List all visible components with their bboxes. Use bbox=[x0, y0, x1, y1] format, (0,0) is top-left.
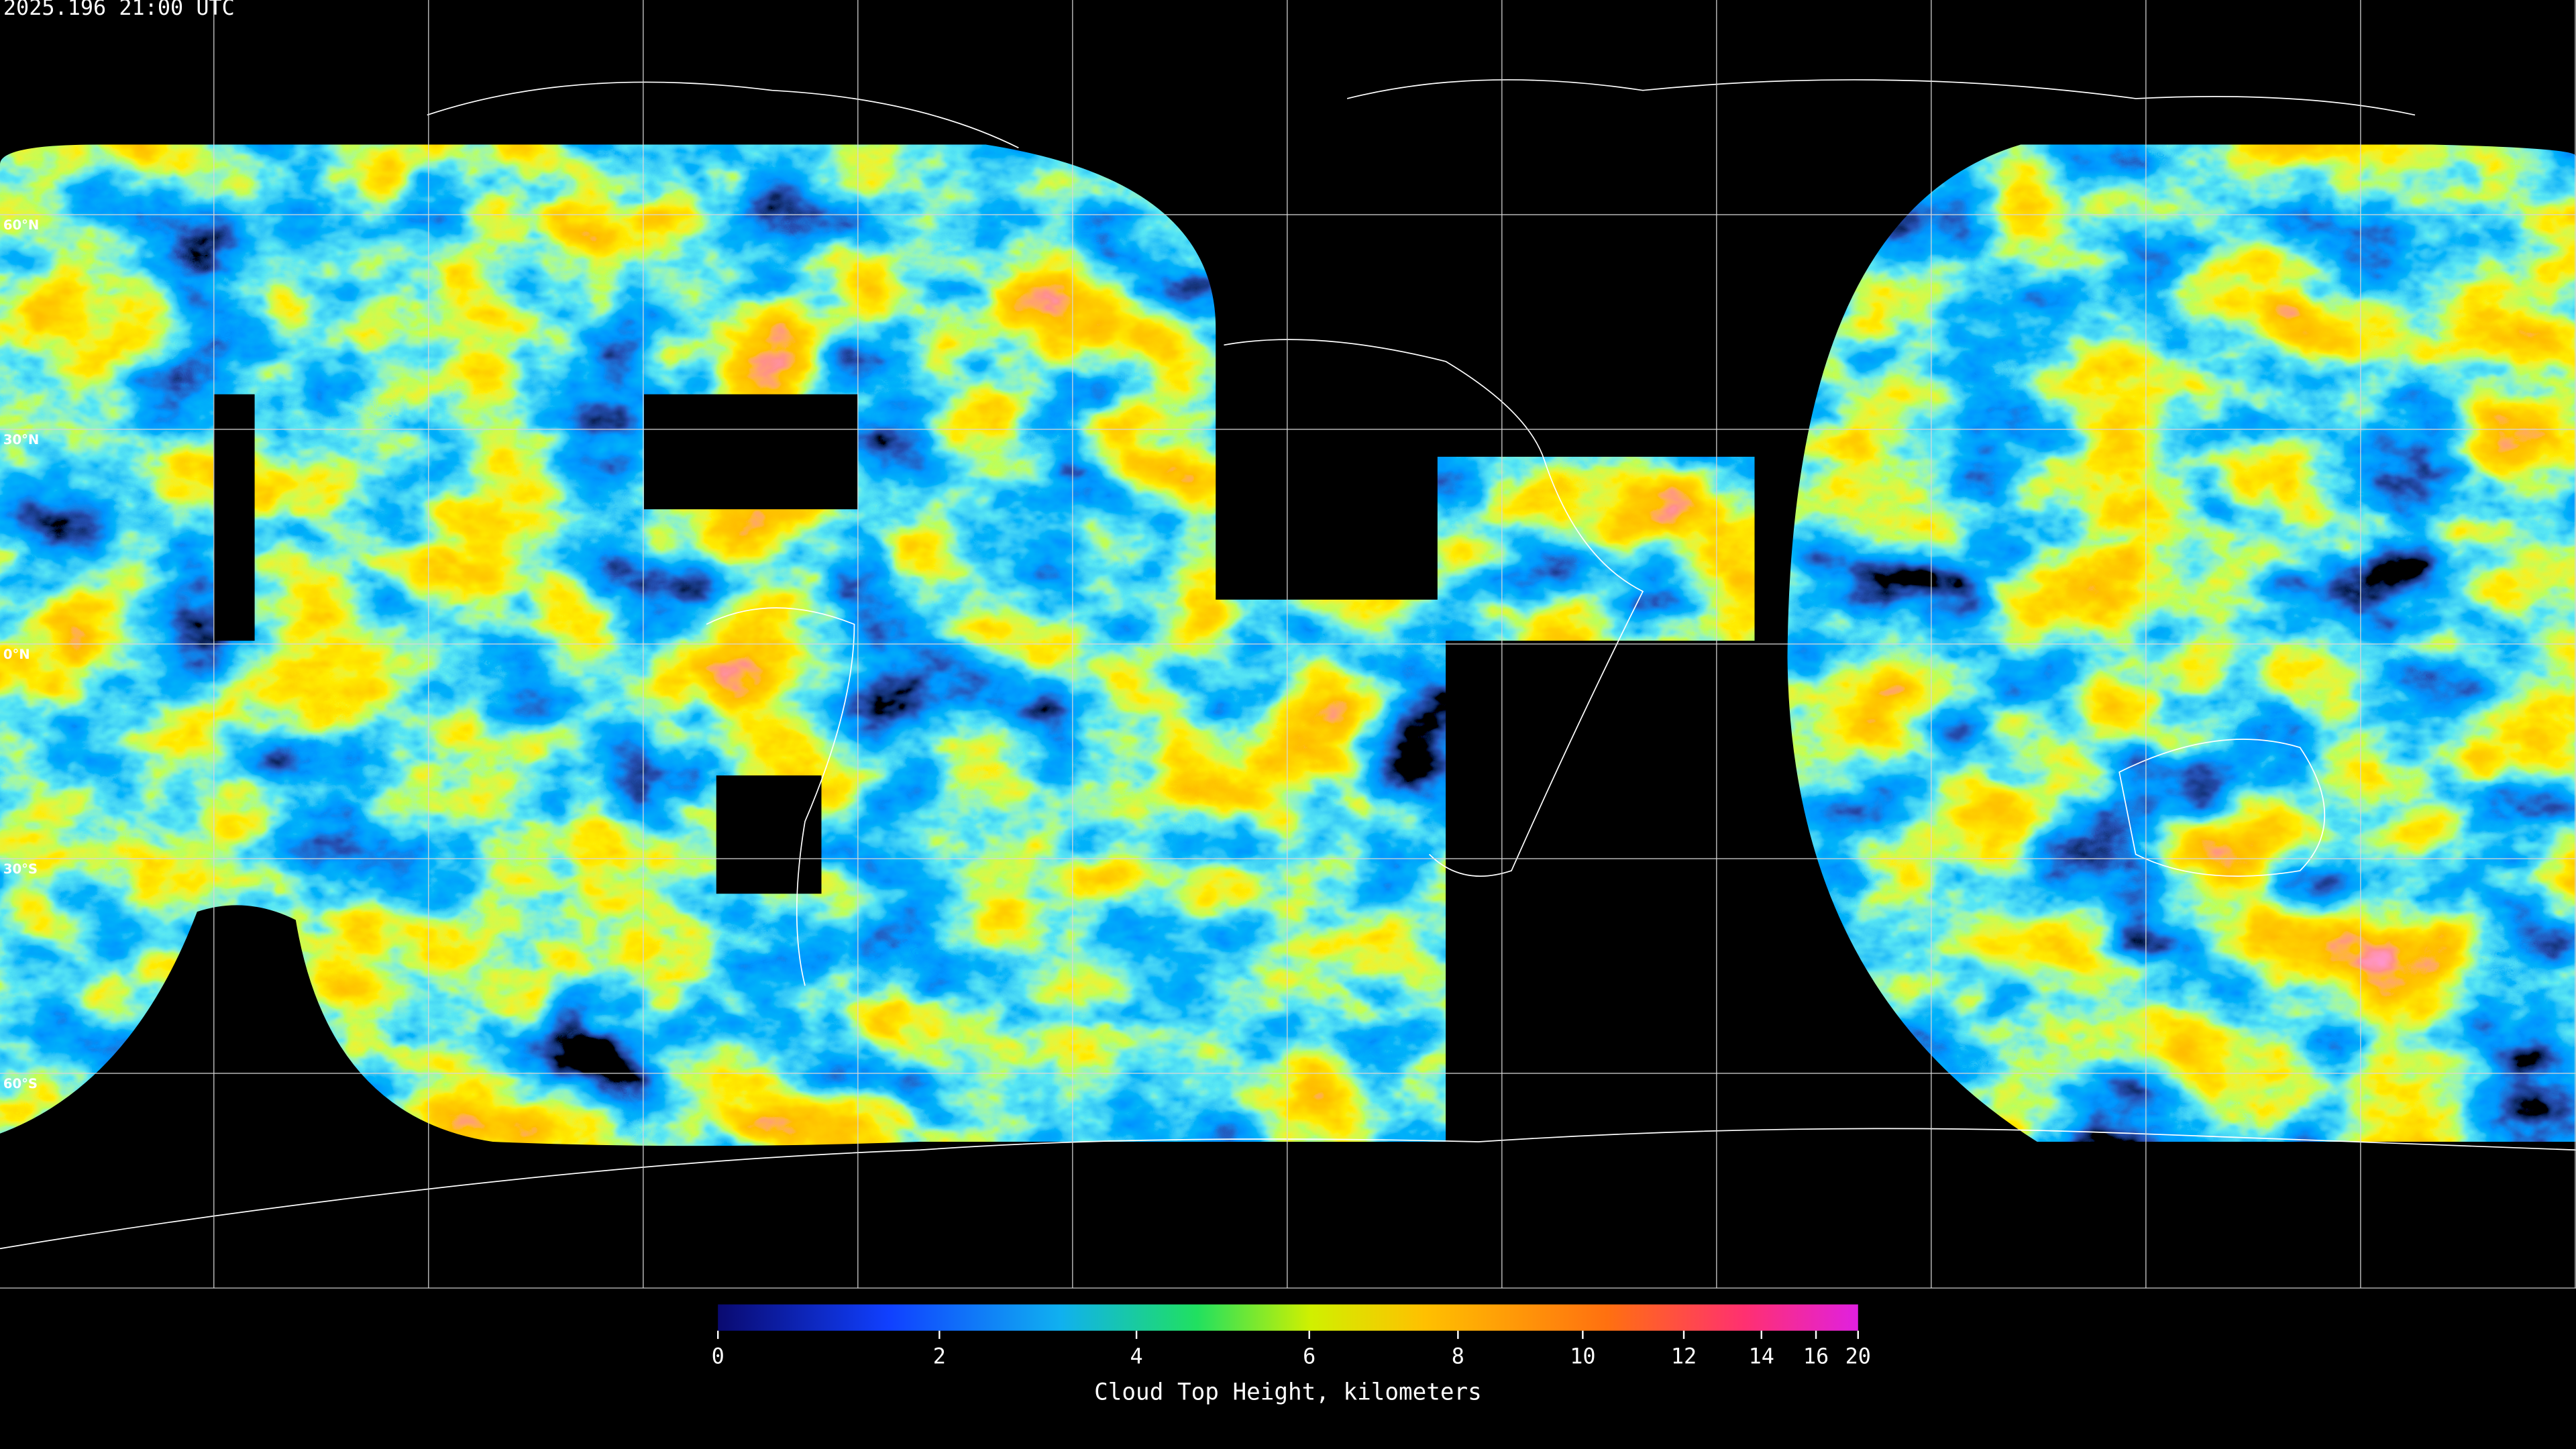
colorbar-tick-label: 20 bbox=[1845, 1344, 1871, 1369]
latitude-label: 60°S bbox=[3, 1076, 38, 1091]
colorbar-tick-label: 12 bbox=[1671, 1344, 1697, 1369]
latitude-label: 60°N bbox=[3, 217, 39, 233]
graticule bbox=[0, 0, 2576, 1289]
colorbar-tick-label: 6 bbox=[1303, 1344, 1316, 1369]
data-gap bbox=[716, 775, 822, 894]
colorbar bbox=[718, 1304, 1858, 1331]
colorbar-label: Cloud Top Height, kilometers bbox=[1094, 1379, 1482, 1406]
colorbar-tick-label: 0 bbox=[712, 1344, 724, 1369]
latitude-label: 0°N bbox=[3, 647, 30, 662]
colorbar-tick-label: 16 bbox=[1803, 1344, 1829, 1369]
colorbar-tick-label: 8 bbox=[1452, 1344, 1464, 1369]
colorbar-tick-label: 14 bbox=[1749, 1344, 1774, 1369]
colorbar-tick-label: 10 bbox=[1570, 1344, 1595, 1369]
colorbar-tick-label: 4 bbox=[1130, 1344, 1143, 1369]
latitude-label: 30°S bbox=[3, 861, 38, 877]
colorbar-ticks: 0 2 4 6 8 10 12 14 16 20 bbox=[712, 1330, 1871, 1369]
latitude-labels: 60°N 30°N 0°N 30°S 60°S bbox=[3, 217, 39, 1091]
colorbar-tick-label: 2 bbox=[933, 1344, 946, 1369]
data-gap bbox=[213, 394, 255, 641]
latitude-label: 30°N bbox=[3, 432, 39, 447]
coastlines bbox=[0, 79, 2576, 1250]
data-gap bbox=[644, 394, 858, 510]
timestamp: 2025.196 21:00 UTC bbox=[3, 0, 235, 20]
